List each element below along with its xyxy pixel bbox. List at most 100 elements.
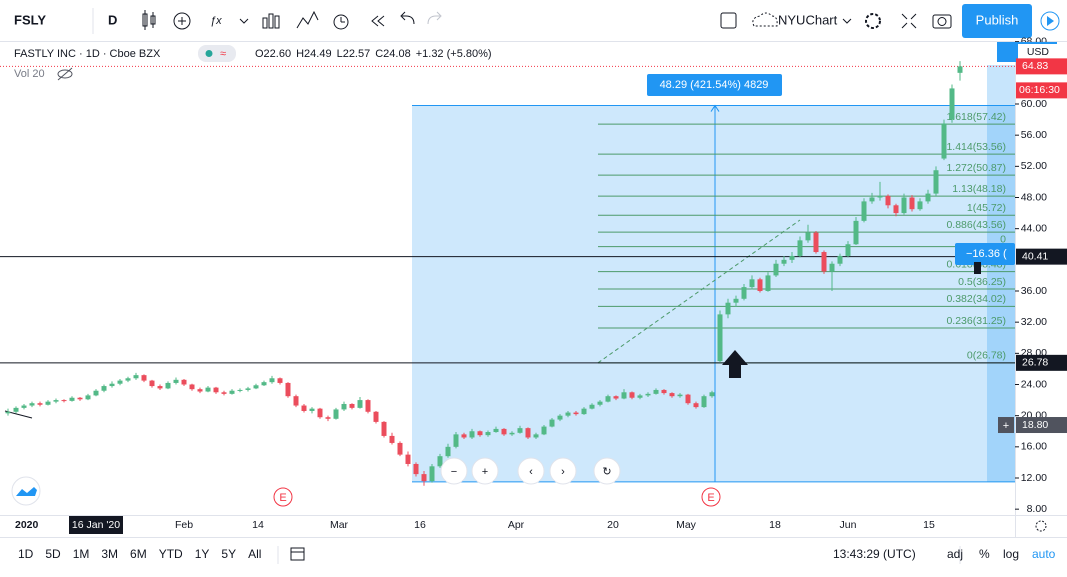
compare-icon[interactable] xyxy=(173,12,191,30)
scale-option[interactable]: auto xyxy=(1032,547,1056,561)
time-label: 16 xyxy=(414,519,426,531)
range-button[interactable]: YTD xyxy=(159,547,183,561)
candle-body xyxy=(749,279,755,288)
templates-icon[interactable] xyxy=(262,13,280,29)
fib-label: 1(45.72) xyxy=(967,202,1006,214)
interval[interactable]: D xyxy=(108,12,117,27)
candle-body xyxy=(101,386,107,391)
zoom-in-button[interactable] xyxy=(471,457,499,485)
publish-button[interactable] xyxy=(962,4,1032,38)
scale-option[interactable]: log xyxy=(1003,547,1019,561)
market-status xyxy=(205,50,213,57)
candle-body xyxy=(725,302,731,315)
candle-body xyxy=(877,195,883,198)
candle-body xyxy=(781,259,787,264)
candle-body xyxy=(373,411,379,422)
symbol[interactable]: FSLY xyxy=(14,12,46,27)
range-button[interactable]: 1D xyxy=(18,547,34,561)
candle-body xyxy=(557,415,563,420)
scroll-right-button[interactable] xyxy=(549,457,577,485)
publish-label[interactable]: Publish xyxy=(976,12,1019,27)
zoom-out-icon: − xyxy=(451,466,457,478)
range-button[interactable]: 3M xyxy=(101,547,118,561)
dropdown-icon[interactable] xyxy=(842,18,852,24)
up-arrow-cursor xyxy=(722,350,748,378)
candle-body xyxy=(573,412,579,415)
price-tick-label: 44.00 xyxy=(1021,222,1047,234)
candle-body xyxy=(197,389,203,392)
time-label: 2020 xyxy=(15,519,39,531)
candle-body xyxy=(157,386,163,389)
candle-body xyxy=(429,466,435,482)
range-button[interactable]: 1M xyxy=(73,547,90,561)
replay-icon[interactable] xyxy=(371,15,385,27)
time-label: Jun xyxy=(840,519,857,531)
candle-body xyxy=(125,378,131,381)
cloud-icon[interactable] xyxy=(752,12,778,27)
candle-body xyxy=(637,395,643,398)
candle-body xyxy=(645,393,651,396)
range-button[interactable]: 5Y xyxy=(221,547,236,561)
range-button[interactable]: 1Y xyxy=(195,547,210,561)
settings-icon[interactable] xyxy=(1035,520,1047,532)
fib-label: 0.886(43.56) xyxy=(946,219,1006,231)
data-status: ≈ xyxy=(220,48,226,60)
fullscreen-icon[interactable] xyxy=(720,12,737,29)
fullscreen-toggle-icon[interactable] xyxy=(901,13,917,29)
candle-body xyxy=(29,403,35,406)
candle-body xyxy=(629,392,635,398)
candle-body xyxy=(549,419,555,427)
add-icon: + xyxy=(1003,420,1009,432)
zoom-out-button[interactable] xyxy=(440,457,468,485)
candle-body xyxy=(829,263,835,272)
alert-icon[interactable] xyxy=(333,14,349,30)
candle-body xyxy=(765,275,771,291)
measure-label-box xyxy=(647,74,782,96)
replay-button[interactable] xyxy=(1040,11,1060,31)
snapshot-icon[interactable] xyxy=(932,14,952,29)
earnings-marker[interactable] xyxy=(701,487,721,507)
candle-body xyxy=(701,396,707,408)
candle-body xyxy=(53,400,59,402)
candle-body xyxy=(45,401,51,405)
scroll-left-button[interactable] xyxy=(517,457,545,485)
settings-icon[interactable] xyxy=(865,13,881,29)
scale-option[interactable]: adj xyxy=(947,547,963,561)
range-button[interactable]: 6M xyxy=(130,547,147,561)
price-tag-box xyxy=(1016,248,1067,265)
reset-button[interactable] xyxy=(593,457,621,485)
scale-option[interactable]: % xyxy=(979,547,990,561)
measure-tag-box xyxy=(955,243,1015,265)
range-button[interactable]: All xyxy=(248,547,261,561)
indicators-icon[interactable]: ƒx xyxy=(210,15,222,27)
hide-icon[interactable] xyxy=(57,67,73,81)
candle-body xyxy=(589,404,595,409)
currency-bg xyxy=(1018,44,1062,60)
candle-body xyxy=(517,428,523,433)
add-button[interactable] xyxy=(998,417,1014,434)
countdown: 06:16:30 xyxy=(1019,84,1060,96)
layout-name[interactable]: NYUChart xyxy=(778,12,838,27)
candle-body xyxy=(605,396,611,402)
candles-icon[interactable] xyxy=(142,10,156,30)
price-tag: 18.80 xyxy=(1022,419,1048,431)
candle-body xyxy=(109,383,115,387)
symbol-name: FASTLY INC · 1D · Cboe BZX xyxy=(14,48,161,60)
candle-body xyxy=(189,384,195,390)
range-button[interactable]: 5D xyxy=(45,547,61,561)
candle-body xyxy=(653,389,659,394)
compare-chart-icon[interactable] xyxy=(296,10,319,29)
price-tag: 26.78 xyxy=(1022,357,1048,369)
time-label: 18 xyxy=(769,519,781,531)
earnings-marker[interactable] xyxy=(273,487,293,507)
candle-body xyxy=(253,385,259,389)
redo-icon[interactable] xyxy=(427,11,442,25)
candle-body xyxy=(789,255,795,260)
date-range-icon[interactable] xyxy=(290,547,305,561)
candle-body xyxy=(493,428,499,433)
highlight-band xyxy=(987,65,1015,482)
dropdown-icon[interactable] xyxy=(239,18,249,24)
price-tick-label: 16.00 xyxy=(1021,441,1047,453)
undo-icon[interactable] xyxy=(400,11,415,25)
clock[interactable]: 13:43:29 (UTC) xyxy=(833,547,916,561)
